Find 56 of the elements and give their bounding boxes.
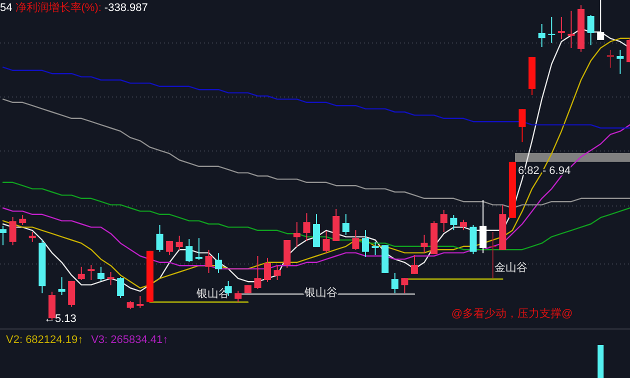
candlestick [440,209,448,232]
candlestick [9,216,16,246]
candlestick [401,278,408,294]
candlestick [156,224,164,252]
candlestick [420,234,428,254]
candlestick [19,214,26,226]
candlestick [78,266,85,280]
candlestick [0,225,6,246]
candlestick [205,249,212,274]
candlestick [322,230,330,254]
candlestick [117,276,124,298]
candlestick [362,230,369,258]
candlestick [558,16,565,40]
candlestick [97,266,104,282]
candlestick [450,214,458,231]
candlestick [391,272,398,294]
candlestick [166,240,174,256]
candlestick [136,296,144,308]
candlestick [313,214,320,248]
candlestick [518,108,526,143]
candlestick [293,222,300,248]
candlestick [254,256,262,290]
candlestick [342,214,350,236]
candlestick [215,252,222,274]
candlestick [460,219,467,231]
candlestick [410,254,418,274]
candlestick [195,238,202,260]
candlestick [372,241,379,256]
candlestick [274,264,281,280]
candlestick [548,16,556,44]
candlestick [606,49,614,68]
annotation: 净利润增长率(%): [15,1,102,14]
candlestick [597,0,604,40]
annotation: @多看少动，压力支撑@ [451,307,573,320]
candlestick [68,280,76,308]
annotation: V2: 682124.19↑ [6,334,84,346]
candlestick [264,257,272,282]
candlestick [303,212,310,242]
candlestick [88,264,95,280]
candlestick [352,230,360,250]
candlestick [186,238,193,263]
candlestick [176,235,183,250]
candlestick [616,49,624,74]
candlestick [480,200,487,254]
candlestick [587,14,594,46]
annotation: -338.987 [104,2,148,14]
candlestick [107,272,114,286]
annotation: ←5.13 [44,313,76,325]
candlestick [538,24,546,48]
annotation: 54 [0,2,12,14]
candlestick [234,290,242,303]
candlestick [568,10,575,48]
annotation: 金山谷 [494,261,528,274]
annotation: V3: 265834.41↑ [91,334,168,346]
candlestick [58,276,66,296]
candlestick [489,232,496,279]
